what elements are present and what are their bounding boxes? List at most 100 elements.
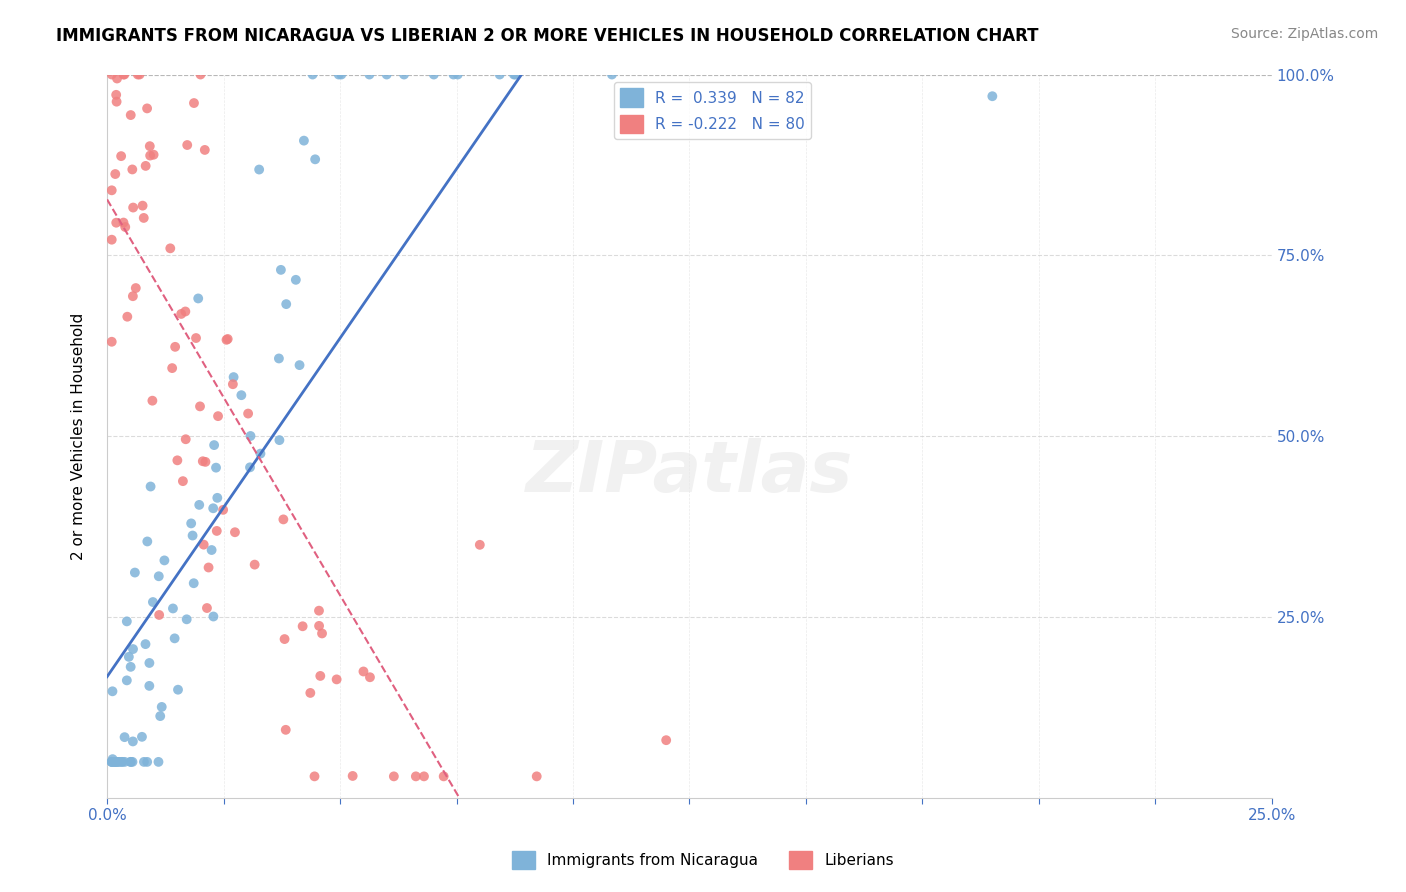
Point [122,201,145,215]
Text: ZIPatlas: ZIPatlas [526,438,853,507]
Point [149,709,172,723]
Point [132,755,155,769]
Point [202,501,225,516]
Point [122,642,145,657]
Point [115,615,138,629]
Point [105,216,128,230]
Point [183,576,205,591]
Point [981,89,1004,103]
Legend: R =  0.339   N = 82, R = -0.222   N = 80: R = 0.339 N = 82, R = -0.222 N = 80 [614,82,811,139]
Point [159,241,181,255]
Point [328,68,350,82]
Point [100,755,122,769]
Point [174,432,197,446]
Point [139,479,162,493]
Point [405,769,427,783]
Point [105,71,128,86]
Point [443,68,465,82]
Point [423,68,446,82]
Point [142,595,165,609]
Point [136,102,159,116]
Point [224,525,246,540]
Point [110,755,132,769]
Point [181,528,204,542]
Point [120,660,142,674]
Point [359,68,381,82]
Point [309,669,332,683]
Point [122,289,145,303]
Point [122,734,145,748]
Point [231,388,253,402]
Point [191,454,214,468]
Point [190,68,212,82]
Point [194,455,217,469]
Point [160,361,183,376]
Point [468,538,491,552]
Point [503,68,526,82]
Point [139,139,162,153]
Point [104,167,127,181]
Point [176,612,198,626]
Point [165,340,187,354]
Point [101,684,124,698]
Point [112,216,135,230]
Point [138,656,160,670]
Point [114,755,136,769]
Point [136,534,159,549]
Point [148,607,170,622]
Point [195,601,218,615]
Point [353,665,375,679]
Point [382,769,405,783]
Point [100,755,122,769]
Point [188,400,211,414]
Point [135,159,157,173]
Point [207,409,229,424]
Point [170,307,193,321]
Point [139,148,162,162]
Point [120,755,142,769]
Point [153,553,176,567]
Point [136,755,159,769]
Point [184,331,207,345]
Point [100,334,122,349]
Point [292,134,315,148]
Point [101,752,124,766]
Point [201,543,224,558]
Point [150,700,173,714]
Point [110,149,132,163]
Point [447,68,470,82]
Point [104,755,127,769]
Point [222,370,245,384]
Point [100,68,122,82]
Point [100,755,122,769]
Point [112,68,135,82]
Point [284,273,307,287]
Point [304,769,326,783]
Point [392,68,415,82]
Point [375,68,398,82]
Point [273,512,295,526]
Point [105,87,128,102]
Point [308,619,330,633]
Point [148,755,170,769]
Point [308,604,330,618]
Point [526,769,548,783]
Point [105,755,128,769]
Text: Source: ZipAtlas.com: Source: ZipAtlas.com [1230,27,1378,41]
Y-axis label: 2 or more Vehicles in Household: 2 or more Vehicles in Household [72,313,86,560]
Point [103,755,125,769]
Point [205,460,228,475]
Point [194,143,217,157]
Point [166,453,188,467]
Point [120,755,142,769]
Point [108,755,131,769]
Point [269,433,291,447]
Text: IMMIGRANTS FROM NICARAGUA VS LIBERIAN 2 OR MORE VEHICLES IN HOUSEHOLD CORRELATIO: IMMIGRANTS FROM NICARAGUA VS LIBERIAN 2 … [56,27,1039,45]
Point [239,460,262,475]
Point [183,96,205,111]
Point [299,686,322,700]
Point [236,407,259,421]
Point [600,68,623,82]
Point [288,358,311,372]
Point [207,491,229,505]
